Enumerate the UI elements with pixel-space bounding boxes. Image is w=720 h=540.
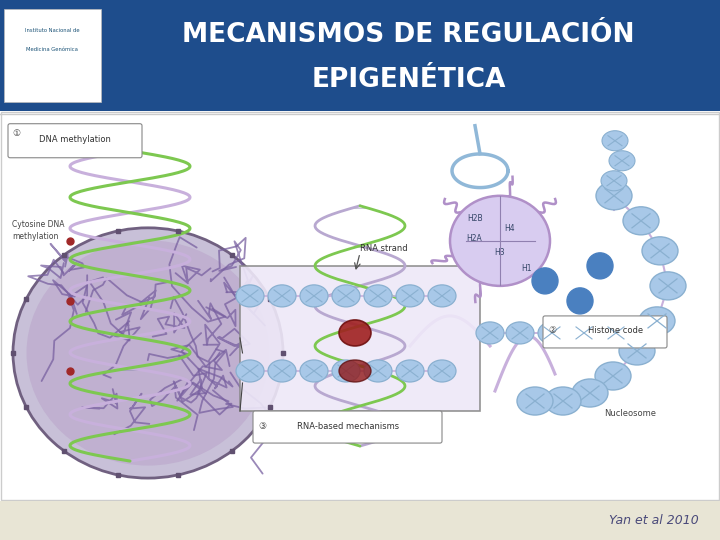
Ellipse shape bbox=[545, 387, 581, 415]
Text: RNA strand: RNA strand bbox=[360, 244, 408, 253]
Text: ③: ③ bbox=[258, 422, 266, 430]
Text: RNA-based mechanisms: RNA-based mechanisms bbox=[297, 422, 399, 430]
Text: Yan et al 2010: Yan et al 2010 bbox=[608, 514, 698, 527]
Ellipse shape bbox=[339, 360, 371, 382]
Text: Instituto Nacional de: Instituto Nacional de bbox=[25, 29, 79, 33]
Ellipse shape bbox=[601, 171, 627, 191]
Ellipse shape bbox=[619, 337, 655, 365]
Text: Medicina Genómica: Medicina Genómica bbox=[26, 48, 78, 52]
Ellipse shape bbox=[268, 285, 296, 307]
Text: ①: ① bbox=[12, 129, 20, 138]
Circle shape bbox=[532, 268, 558, 294]
Text: DNA methylation: DNA methylation bbox=[39, 135, 111, 144]
Text: H2B: H2B bbox=[467, 214, 483, 224]
Ellipse shape bbox=[596, 182, 632, 210]
Circle shape bbox=[587, 253, 613, 279]
FancyBboxPatch shape bbox=[543, 316, 667, 348]
Ellipse shape bbox=[602, 131, 628, 151]
Ellipse shape bbox=[428, 360, 456, 382]
Ellipse shape bbox=[609, 151, 635, 171]
FancyBboxPatch shape bbox=[4, 9, 101, 102]
FancyBboxPatch shape bbox=[0, 0, 720, 111]
Ellipse shape bbox=[364, 360, 392, 382]
Text: H1: H1 bbox=[521, 265, 531, 273]
Ellipse shape bbox=[538, 322, 566, 344]
Ellipse shape bbox=[13, 228, 283, 478]
Ellipse shape bbox=[332, 360, 360, 382]
FancyBboxPatch shape bbox=[0, 501, 720, 540]
Ellipse shape bbox=[650, 272, 686, 300]
Ellipse shape bbox=[517, 387, 553, 415]
Text: ②: ② bbox=[548, 327, 556, 335]
Ellipse shape bbox=[450, 196, 550, 286]
Ellipse shape bbox=[506, 322, 534, 344]
Ellipse shape bbox=[602, 322, 630, 344]
Text: H3: H3 bbox=[495, 248, 505, 258]
Ellipse shape bbox=[570, 322, 598, 344]
Ellipse shape bbox=[339, 320, 371, 346]
Ellipse shape bbox=[572, 379, 608, 407]
Ellipse shape bbox=[428, 285, 456, 307]
Circle shape bbox=[567, 288, 593, 314]
Ellipse shape bbox=[236, 285, 264, 307]
Text: H2A: H2A bbox=[466, 234, 482, 244]
Ellipse shape bbox=[236, 360, 264, 382]
Ellipse shape bbox=[396, 360, 424, 382]
Ellipse shape bbox=[639, 307, 675, 335]
Ellipse shape bbox=[476, 322, 504, 344]
Ellipse shape bbox=[396, 285, 424, 307]
Text: Cytosine DNA
methylation: Cytosine DNA methylation bbox=[12, 220, 65, 241]
Ellipse shape bbox=[623, 207, 659, 235]
FancyBboxPatch shape bbox=[253, 411, 442, 443]
Ellipse shape bbox=[364, 285, 392, 307]
Ellipse shape bbox=[300, 285, 328, 307]
Ellipse shape bbox=[268, 360, 296, 382]
Text: MECANISMOS DE REGULACIÓN: MECANISMOS DE REGULACIÓN bbox=[182, 23, 635, 49]
Ellipse shape bbox=[27, 240, 269, 465]
Text: EPIGENÉTICA: EPIGENÉTICA bbox=[312, 67, 505, 93]
FancyBboxPatch shape bbox=[8, 124, 142, 158]
FancyBboxPatch shape bbox=[240, 266, 480, 411]
Text: Nucleosome: Nucleosome bbox=[604, 409, 656, 418]
Ellipse shape bbox=[595, 362, 631, 390]
Ellipse shape bbox=[332, 285, 360, 307]
FancyBboxPatch shape bbox=[0, 111, 720, 501]
Ellipse shape bbox=[642, 237, 678, 265]
Text: H4: H4 bbox=[505, 224, 516, 233]
Ellipse shape bbox=[300, 360, 328, 382]
Text: Histone code: Histone code bbox=[588, 327, 644, 335]
